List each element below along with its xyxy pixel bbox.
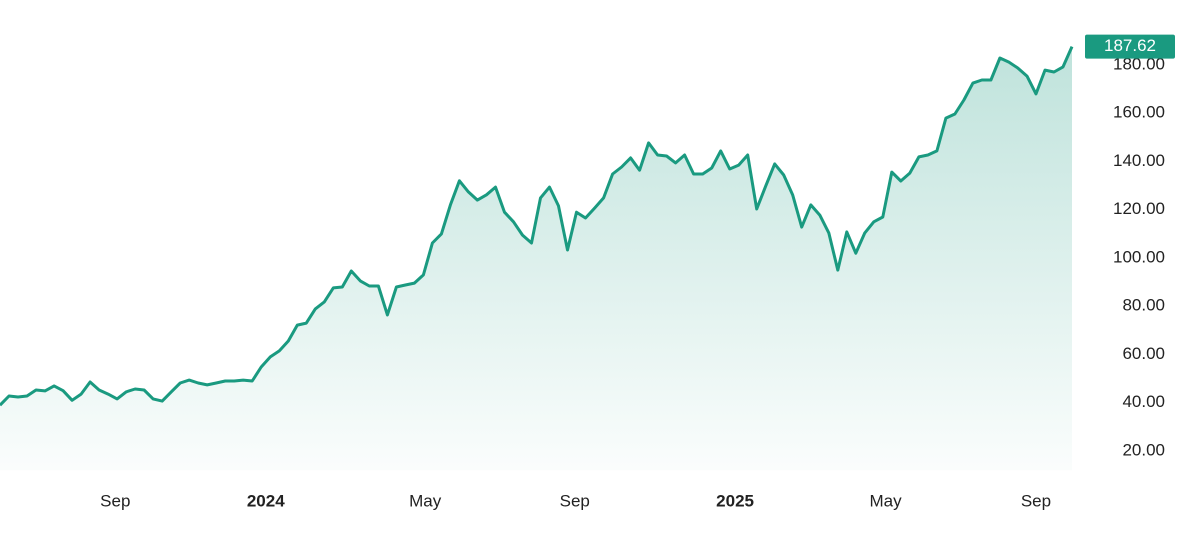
y-tick-label: 20.00 (1122, 440, 1165, 459)
area-fill (0, 46, 1072, 471)
y-tick-label: 40.00 (1122, 392, 1165, 411)
y-tick-label: 120.00 (1113, 199, 1165, 218)
y-tick-label: 180.00 (1113, 54, 1165, 73)
price-line (0, 45, 1074, 407)
y-tick-label: 140.00 (1113, 151, 1165, 170)
x-tick-label: May (869, 491, 902, 510)
last-price-badge (1085, 34, 1175, 59)
y-tick-label: 160.00 (1113, 103, 1165, 122)
y-tick-label: 80.00 (1122, 296, 1165, 315)
x-tick-label: Sep (100, 491, 130, 510)
last-price-label: 187.62 (1104, 36, 1156, 55)
y-tick-label: 100.00 (1113, 247, 1165, 266)
x-tick-label: 2025 (716, 491, 754, 510)
x-tick-label: May (409, 491, 442, 510)
x-tick-label: Sep (1021, 491, 1051, 510)
x-tick-label: 2024 (247, 491, 285, 510)
y-tick-label: 60.00 (1122, 344, 1165, 363)
x-tick-label: Sep (560, 491, 590, 510)
